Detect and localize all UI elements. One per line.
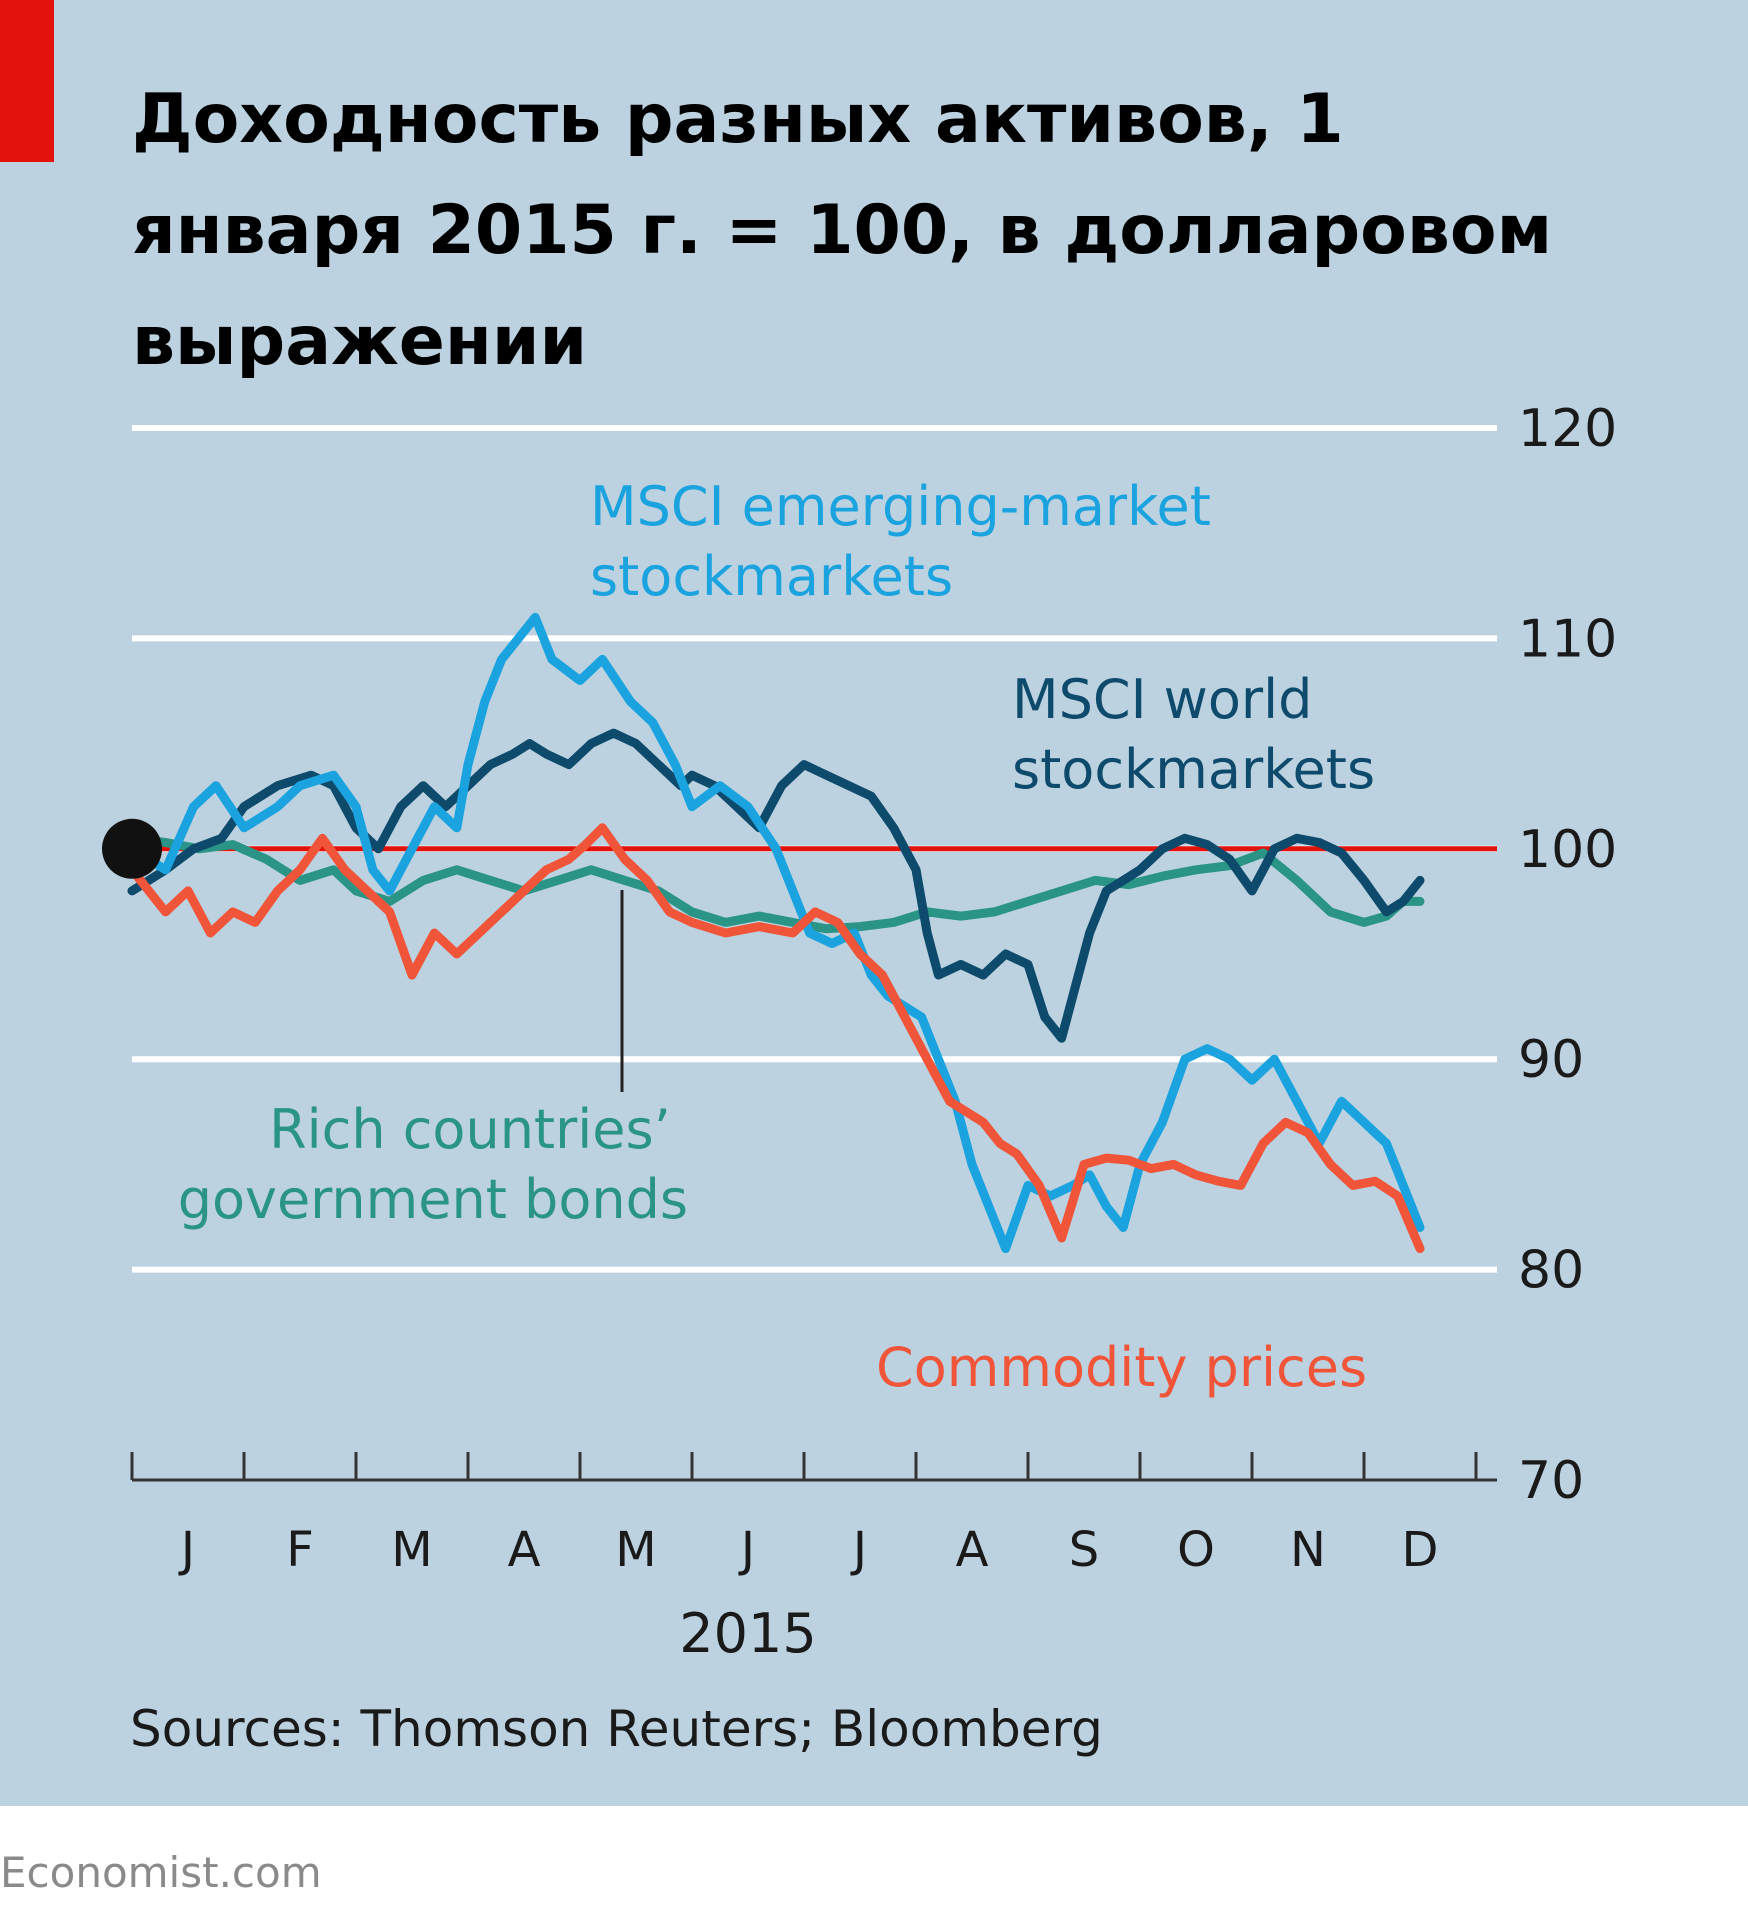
site-footer: Economist.com (0, 1848, 322, 1897)
y-axis: 120 110 100 90 80 70 (1518, 399, 1617, 1511)
series-label-bonds-line2: government bonds (178, 1168, 688, 1231)
x-tick-label: O (1177, 1522, 1215, 1578)
x-tick-label: A (956, 1522, 989, 1578)
series-line-commodity (127, 823, 1425, 1254)
series-label-bonds: Rich countries’ government bonds (178, 1098, 688, 1231)
series-lines (127, 612, 1425, 1254)
chart-title: Доходность разных активов, 1 января 2015… (132, 80, 1553, 381)
x-tick-label: J (178, 1522, 195, 1578)
x-tick-label: D (1402, 1522, 1439, 1578)
series-label-bonds-line1: Rich countries’ (269, 1098, 671, 1161)
series-label-emerging-line2: stockmarkets (590, 545, 953, 608)
series-label-emerging: MSCI emerging-market stockmarkets (590, 475, 1228, 608)
y-tick-label: 90 (1518, 1030, 1584, 1090)
chart-panel (0, 0, 1748, 1806)
start-point-marker (102, 818, 162, 879)
y-tick-label: 110 (1518, 609, 1617, 669)
y-tick-label: 80 (1518, 1241, 1584, 1301)
x-tick-label: J (850, 1522, 867, 1578)
x-tick-label: S (1069, 1522, 1099, 1578)
brand-red-tag (0, 0, 54, 162)
series-label-commodity: Commodity prices (876, 1336, 1367, 1399)
x-tick-label: J (738, 1522, 755, 1578)
series-line-emerging (127, 612, 1425, 1254)
x-tick-label: A (508, 1522, 541, 1578)
y-tick-label: 100 (1518, 820, 1617, 880)
y-tick-label: 70 (1518, 1451, 1584, 1511)
series-label-world: MSCI world stockmarkets (1012, 668, 1375, 801)
series-label-world-line1: MSCI world (1012, 668, 1312, 731)
series-label-emerging-line1: MSCI emerging-market (590, 475, 1211, 538)
x-tick-label: M (615, 1522, 656, 1578)
x-tick-label: F (286, 1522, 314, 1578)
y-tick-label: 120 (1518, 399, 1617, 459)
x-axis-label: 2015 (679, 1602, 816, 1665)
source-note: Sources: Thomson Reuters; Bloomberg (130, 1700, 1103, 1758)
series-label-world-line2: stockmarkets (1012, 738, 1375, 801)
x-tick-label: N (1290, 1522, 1326, 1578)
series-label-commodity-line1: Commodity prices (876, 1336, 1367, 1399)
series-line-world (127, 728, 1425, 1043)
line-chart: 120 110 100 90 80 70 J F M A M J J A S O N D 2015 MSCI e… (102, 399, 1617, 1665)
series-line-bonds (127, 833, 1425, 934)
x-tick-label: M (391, 1522, 432, 1578)
